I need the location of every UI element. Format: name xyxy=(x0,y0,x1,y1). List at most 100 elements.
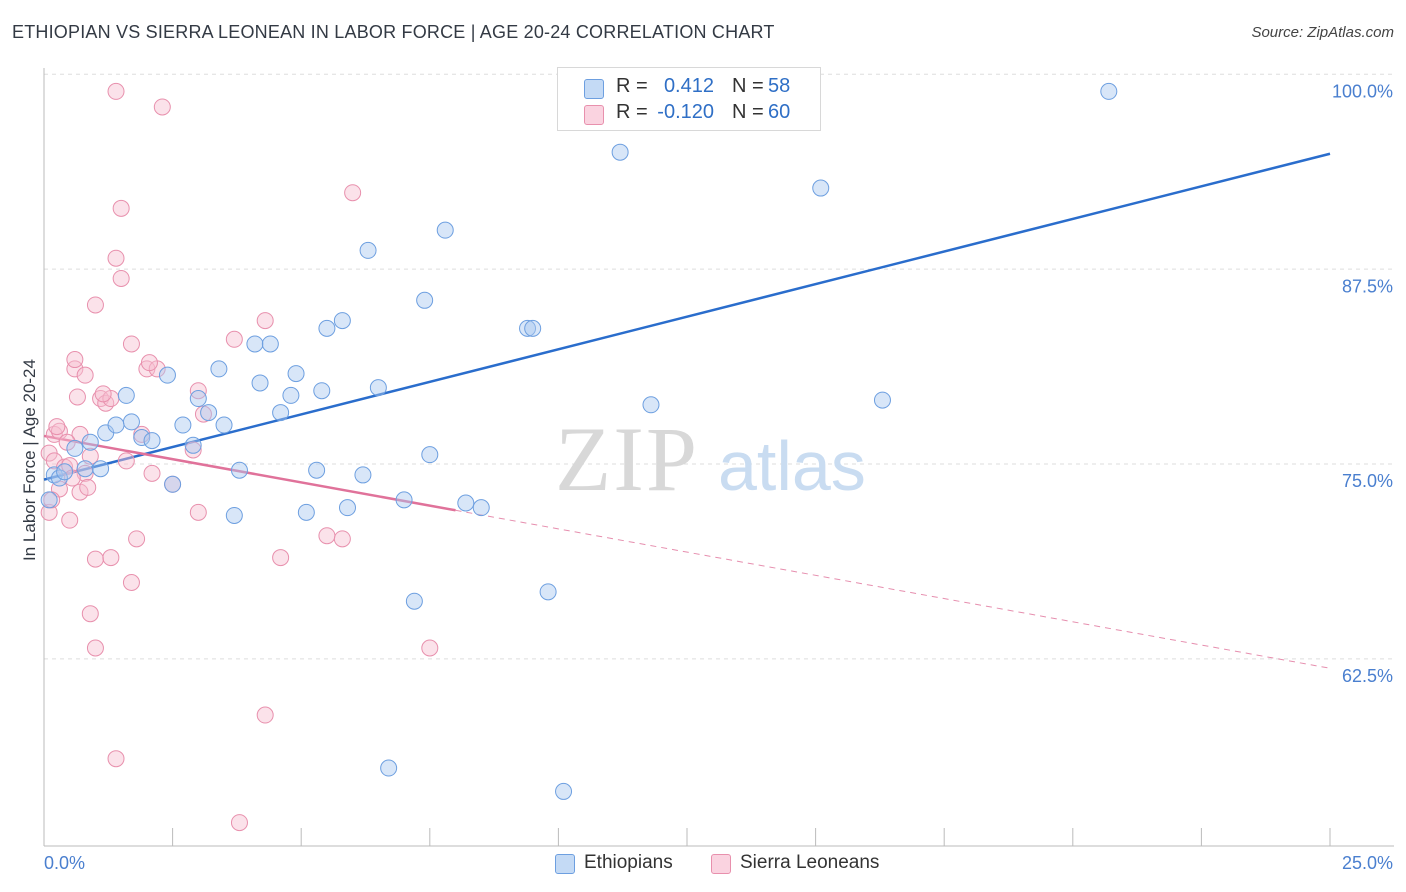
ethiopian-point xyxy=(519,319,537,337)
sierra-leonean-point xyxy=(76,464,94,482)
sierra-leonean-point xyxy=(153,98,171,116)
ethiopian-point xyxy=(416,291,434,309)
sierra-leonean-point xyxy=(143,464,161,482)
ethiopian-point xyxy=(117,386,135,404)
sierra-leonean-point xyxy=(344,184,362,202)
sierra-leonean-point xyxy=(66,351,84,369)
chart-title: ETHIOPIAN VS SIERRA LEONEAN IN LABOR FOR… xyxy=(12,22,775,42)
ethiopian-point xyxy=(133,429,151,447)
legend-n-label: N = xyxy=(732,75,764,97)
sierra-leonean-point xyxy=(107,249,125,267)
sierra-leonean-point xyxy=(86,639,104,657)
ethiopian-point xyxy=(369,379,387,397)
sierra-leonean-point xyxy=(66,360,84,378)
ethiopian-point xyxy=(359,241,377,259)
sierra-leoneans-trend-extension xyxy=(455,509,1331,669)
ethiopians-trend-line xyxy=(43,152,1331,481)
legend-r-value: -0.120 xyxy=(657,101,714,123)
sierra-leonean-point xyxy=(68,388,86,406)
ethiopian-point xyxy=(308,461,326,479)
sierra-leonean-point xyxy=(61,511,79,529)
ethiopian-point xyxy=(380,759,398,777)
ethiopian-point xyxy=(230,461,248,479)
ethiopian-point xyxy=(333,312,351,330)
y-tick-label: 75.0% xyxy=(1342,471,1393,491)
gridlines xyxy=(44,73,1394,660)
ethiopian-point xyxy=(81,433,99,451)
ethiopian-point xyxy=(282,386,300,404)
y-tick-label: 87.5% xyxy=(1342,276,1393,296)
ethiopian-point xyxy=(66,439,84,457)
sierra-leonean-point xyxy=(86,550,104,568)
ethiopian-point xyxy=(56,463,74,481)
sierra-leonean-point xyxy=(128,530,146,548)
legend-r-value: 0.412 xyxy=(663,75,714,97)
legend-label: Sierra Leoneans xyxy=(740,852,880,873)
ethiopian-point xyxy=(189,390,207,408)
sierra-leonean-point xyxy=(122,335,140,353)
ethiopian-point xyxy=(395,491,413,509)
data-points xyxy=(40,82,1118,832)
ethiopian-point xyxy=(318,319,336,337)
sierra-leonean-point xyxy=(112,269,130,287)
ethiopian-point xyxy=(76,460,94,478)
ethiopian-point xyxy=(92,460,110,478)
ethiopian-point xyxy=(184,436,202,454)
sierra-leonean-point xyxy=(318,527,336,545)
ethiopian-point xyxy=(457,494,475,512)
sierra-leonean-point xyxy=(333,530,351,548)
watermark-atlas: atlas xyxy=(718,427,866,505)
sierra-leonean-point xyxy=(45,452,63,470)
ethiopian-point xyxy=(421,446,439,464)
ethiopian-point xyxy=(122,413,140,431)
ethiopian-point xyxy=(251,374,269,392)
ethiopian-point xyxy=(297,503,315,521)
ethiopian-point xyxy=(313,382,331,400)
ethiopian-point xyxy=(246,335,264,353)
watermark: ZIP atlas xyxy=(555,408,866,510)
sierra-leonean-point xyxy=(86,296,104,314)
legend-n-value: 58 xyxy=(768,75,791,97)
ethiopian-point xyxy=(812,179,830,197)
series-legend: Ethiopians Sierra Leoneans xyxy=(0,851,1406,877)
sierra-leonean-point xyxy=(81,447,99,465)
correlation-legend: R = 0.412 N = 58 R = -0.120 N = 60 xyxy=(557,67,821,131)
sierra-leonean-point xyxy=(112,199,130,217)
sierra-leonean-point xyxy=(76,366,94,384)
sierra-leonean-point xyxy=(272,549,290,567)
sierra-leoneans-trend-line xyxy=(43,434,456,512)
sierra-leonean-point xyxy=(94,385,112,403)
legend-label: Ethiopians xyxy=(584,852,673,873)
ethiopian-point xyxy=(164,475,182,493)
sierra-leonean-point xyxy=(40,503,58,521)
ethiopian-point xyxy=(642,396,660,414)
ethiopian-point xyxy=(158,366,176,384)
legend-r-label: R = xyxy=(616,75,648,97)
sierra-leonean-point xyxy=(230,814,248,832)
sierra-leonean-point xyxy=(256,706,274,724)
y-tick-label: 62.5% xyxy=(1342,666,1393,686)
legend-n-label: N = xyxy=(732,101,764,123)
sierra-leonean-point xyxy=(256,312,274,330)
ethiopian-point xyxy=(338,499,356,517)
x-tick-label: 0.0% xyxy=(44,853,85,873)
legend-swatch-pink xyxy=(711,854,731,874)
ethiopian-point xyxy=(287,365,305,383)
sierra-leonean-point xyxy=(79,478,97,496)
ethiopian-point xyxy=(200,404,218,422)
sierra-leonean-point xyxy=(184,441,202,459)
axes xyxy=(43,68,1394,847)
y-tick-label: 100.0% xyxy=(1332,81,1393,101)
ethiopian-point xyxy=(555,782,573,800)
sierra-leonean-point xyxy=(102,549,120,567)
ethiopian-point xyxy=(539,583,557,601)
sierra-leonean-point xyxy=(92,390,110,408)
ethiopian-point xyxy=(45,466,63,484)
ethiopian-point xyxy=(611,143,629,161)
sierra-leonean-point xyxy=(189,503,207,521)
source-credit: Source: ZipAtlas.com xyxy=(1251,24,1394,41)
ethiopian-point xyxy=(405,592,423,610)
sierra-leonean-point xyxy=(107,750,125,768)
ethiopian-point xyxy=(272,404,290,422)
ethiopian-point xyxy=(210,360,228,378)
